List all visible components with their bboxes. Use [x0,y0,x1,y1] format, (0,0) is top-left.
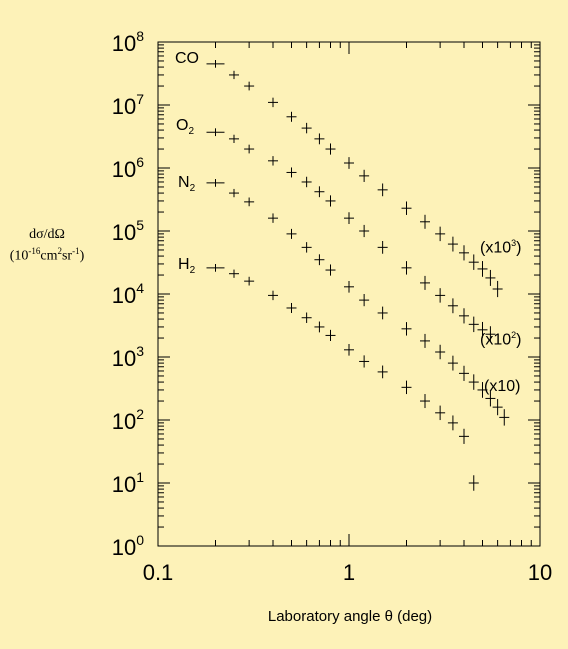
y-tick-label: 108 [112,28,144,56]
y-tick-label: 101 [112,469,144,497]
series-2 [206,179,510,426]
series-0 [206,59,503,298]
y-axis-label-line1: dσ/dΩ [29,227,65,242]
data-marks [206,59,510,491]
x-tick-label: 1 [343,560,355,585]
y-tick-label: 107 [112,91,144,119]
y-tick-label: 102 [112,406,144,434]
series-label-co: CO [175,50,199,67]
series-1 [206,128,496,343]
y-tick-label: 106 [112,154,144,182]
series-3 [206,263,479,491]
series-label-n2: N2 [178,174,196,195]
scale-label-o2: (x102) [480,330,522,349]
y-axis-label: dσ/dΩ (10-16cm2sr-1) [4,226,90,265]
y-tick-label: 103 [112,343,144,371]
x-tick-label: 10 [528,560,552,585]
series-label-h2: H2 [178,256,196,277]
scale-label-n2: (x10) [484,378,521,395]
y-tick-label: 100 [112,532,144,560]
scale-label-co: (x103) [480,238,522,257]
y-axis-label-line2: (10-16cm2sr-1) [9,246,85,264]
plot-frame [157,41,541,547]
x-ticks: 0.1 1 10 [143,42,552,585]
x-axis-label: Laboratory angle θ (deg) [267,608,433,625]
series-label-o2: O2 [176,117,195,138]
y-tick-label: 104 [112,280,144,308]
y-tick-label: 105 [112,217,144,245]
y-ticks: 100 101 102 103 104 105 106 107 108 [112,28,540,560]
x-tick-label: 0.1 [143,560,174,585]
